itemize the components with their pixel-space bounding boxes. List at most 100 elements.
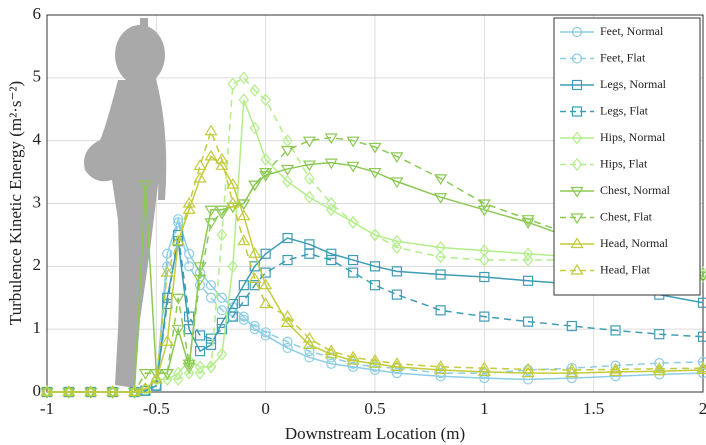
marker	[571, 106, 583, 117]
marker	[346, 161, 360, 173]
marker	[237, 209, 251, 221]
marker	[571, 158, 583, 171]
legend-label: Legs, Flat	[600, 103, 649, 117]
series-line	[47, 136, 704, 393]
marker	[226, 202, 240, 214]
marker	[237, 234, 251, 246]
marker	[325, 197, 337, 210]
marker	[326, 358, 337, 369]
marker	[260, 153, 271, 166]
marker	[571, 131, 583, 145]
marker	[390, 360, 404, 371]
legend-label: Chest, Flat	[600, 209, 653, 223]
marker	[194, 346, 206, 357]
marker	[479, 311, 490, 322]
marker	[652, 362, 666, 373]
marker	[571, 53, 583, 64]
marker	[435, 269, 446, 280]
marker	[477, 205, 491, 217]
marker	[346, 136, 360, 148]
marker	[522, 316, 534, 327]
marker	[259, 278, 273, 290]
marker	[84, 385, 98, 397]
marker	[127, 387, 142, 399]
y-tick-label: 4	[33, 130, 42, 149]
marker	[368, 357, 382, 368]
marker	[205, 292, 217, 303]
marker	[654, 357, 665, 369]
marker	[477, 199, 491, 211]
marker	[324, 347, 338, 359]
marker	[369, 280, 381, 291]
marker	[161, 372, 173, 386]
marker	[326, 254, 337, 266]
marker	[171, 293, 185, 305]
series-line	[47, 234, 704, 393]
marker	[302, 136, 316, 148]
marker	[347, 215, 359, 229]
x-tick-label: 2	[699, 399, 706, 418]
y-tick-label: 3	[33, 192, 42, 211]
marker	[259, 297, 273, 309]
marker	[522, 275, 534, 286]
marker	[216, 305, 228, 316]
marker	[248, 247, 262, 258]
marker	[479, 253, 490, 267]
marker	[324, 133, 338, 145]
marker	[282, 254, 293, 266]
marker	[391, 289, 402, 300]
silhouette	[84, 18, 167, 388]
marker	[391, 266, 402, 277]
marker	[193, 159, 207, 170]
marker	[184, 248, 195, 259]
marker	[282, 336, 293, 347]
y-tick-label: 6	[33, 4, 42, 23]
marker	[127, 385, 142, 397]
plot-frame	[46, 14, 704, 393]
marker	[390, 177, 404, 189]
marker	[521, 215, 535, 226]
marker	[160, 265, 174, 277]
marker	[216, 324, 228, 335]
marker	[194, 280, 206, 291]
marker	[304, 190, 315, 204]
marker	[62, 387, 76, 399]
marker	[260, 93, 271, 107]
marker	[302, 331, 316, 343]
marker	[368, 142, 382, 154]
marker	[149, 372, 163, 384]
marker	[654, 329, 665, 340]
marker	[697, 356, 706, 367]
marker	[106, 387, 120, 399]
marker	[280, 164, 295, 176]
marker	[521, 366, 535, 378]
marker	[570, 213, 584, 225]
marker	[172, 372, 184, 386]
marker	[570, 237, 584, 249]
marker	[62, 385, 76, 397]
marker	[216, 228, 228, 242]
marker	[608, 365, 623, 376]
marker	[249, 121, 261, 135]
x-axis-label: Downstream Location (m)	[285, 424, 465, 443]
marker	[346, 350, 360, 362]
marker	[226, 196, 240, 208]
marker	[216, 347, 228, 361]
marker	[434, 363, 448, 375]
marker	[182, 359, 196, 371]
x-tick-label: -0.5	[143, 399, 170, 418]
marker	[280, 145, 295, 157]
marker	[138, 369, 152, 380]
marker	[479, 244, 490, 258]
marker	[304, 248, 315, 259]
marker	[348, 254, 359, 266]
marker	[160, 369, 174, 380]
marker	[171, 234, 185, 246]
marker	[171, 325, 185, 336]
marker	[84, 387, 98, 399]
marker	[182, 362, 196, 374]
y-tick-label: 0	[33, 381, 42, 400]
legend-label: Chest, Normal	[600, 183, 671, 197]
marker	[238, 314, 249, 325]
